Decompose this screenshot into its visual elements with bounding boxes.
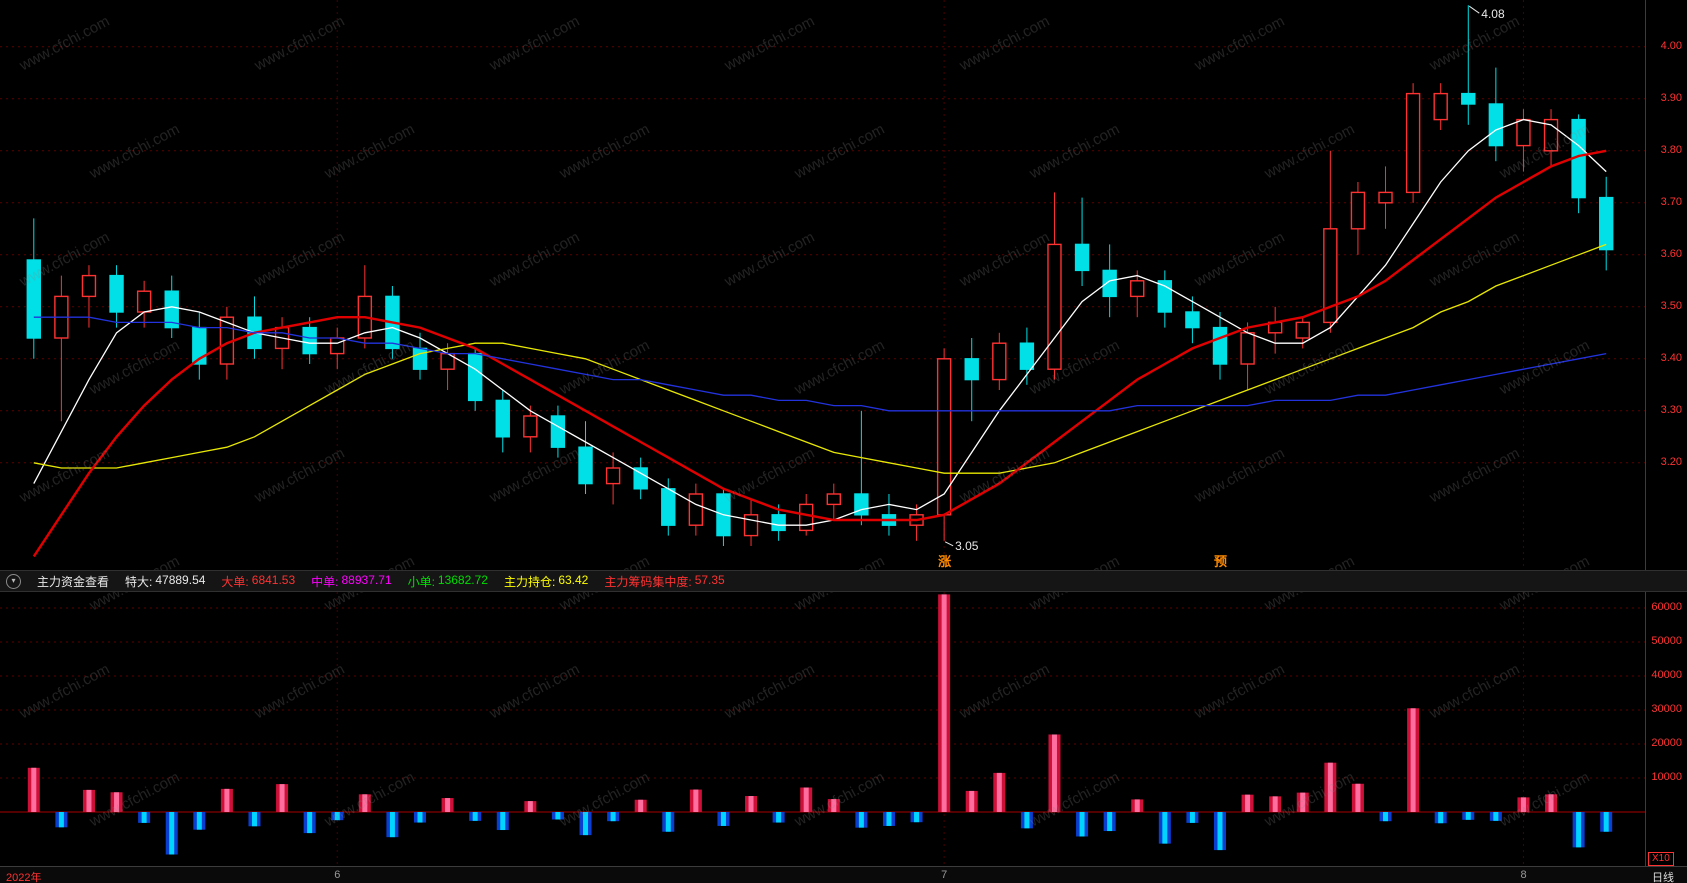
collapse-indicator-icon[interactable]: ▾ — [6, 573, 21, 589]
indicator-field-position: 主力持仓: 63.42 — [504, 573, 588, 590]
field-value: 88937.71 — [341, 572, 392, 587]
indicator-field-tetra: 特大: 47889.54 — [125, 573, 205, 590]
indicator-field-small: 小单: 13682.72 — [408, 573, 488, 590]
signal-marker: 涨 — [937, 554, 951, 569]
signal-marker: 预 — [1214, 554, 1227, 569]
kline-chart[interactable]: 4.08 3.05 涨 预 — [0, 0, 1645, 570]
indicator-toolbar: ▾ 主力资金查看 特大: 47889.54 大单: 6841.53 中单: 88937… — [0, 570, 1687, 592]
year-label: 2022年 — [6, 872, 42, 883]
low-price-annotation: 3.05 — [955, 539, 979, 553]
main-fund-flow-chart[interactable] — [0, 592, 1645, 883]
axis-separator-line — [1645, 0, 1646, 883]
field-value: 6841.53 — [251, 572, 296, 587]
ma-slow-line — [32, 149, 1607, 558]
price-tick-label: 3.80 — [1660, 143, 1682, 156]
month-label: 8 — [1520, 869, 1527, 881]
field-value: 57.35 — [694, 572, 725, 587]
right-axis: 4.00 3.90 3.80 3.70 3.60 3.50 3.40 3.30 3.20 6000… — [1645, 0, 1687, 883]
indicator-field-large: 大单: 6841.53 — [221, 573, 295, 590]
month-label: 6 — [334, 869, 341, 881]
price-tick-label: 3.30 — [1660, 403, 1682, 416]
price-tick-label: 3.50 — [1660, 299, 1682, 312]
field-label: 主力持仓: — [503, 574, 556, 589]
field-label: 中单: — [311, 574, 339, 589]
price-tick-label: 3.60 — [1660, 247, 1682, 260]
volume-tick-label: 30000 — [1651, 703, 1682, 715]
field-label: 特大: — [125, 574, 153, 589]
month-label: 7 — [941, 869, 948, 881]
field-value: 13682.72 — [437, 572, 488, 587]
price-tick-label: 3.20 — [1660, 455, 1682, 468]
price-tick-label: 3.40 — [1660, 351, 1682, 364]
indicator-field-concentration: 主力筹码集中度: 57.35 — [604, 573, 724, 590]
ma-fast-line — [33, 118, 1607, 526]
ma-mid-line — [33, 243, 1607, 474]
period-label[interactable]: 日线 — [1652, 872, 1674, 883]
volume-tick-label: 50000 — [1651, 635, 1682, 647]
time-axis: 2022年 日线 6 7 8 — [0, 866, 1687, 883]
field-value: 47889.54 — [155, 572, 206, 587]
volume-tick-label: 40000 — [1651, 669, 1682, 681]
field-label: 小单: — [407, 574, 435, 589]
high-price-annotation: 4.08 — [1481, 7, 1505, 21]
ma-long-line — [33, 316, 1607, 412]
volume-tick-label: 60000 — [1651, 601, 1682, 613]
field-label: 大单: — [221, 574, 249, 589]
indicator-field-medium: 中单: 88937.71 — [311, 573, 391, 590]
volume-tick-label: 10000 — [1651, 771, 1682, 783]
volume-tick-label: 20000 — [1651, 737, 1682, 749]
price-tick-label: 4.00 — [1660, 39, 1682, 52]
price-tick-label: 3.70 — [1660, 195, 1682, 208]
indicator-title[interactable]: 主力资金查看 — [37, 574, 110, 589]
price-tick-label: 3.90 — [1660, 91, 1682, 104]
volume-unit-label: X10 — [1648, 852, 1674, 866]
field-value: 63.42 — [558, 572, 589, 587]
field-label: 主力筹码集中度: — [604, 574, 692, 589]
